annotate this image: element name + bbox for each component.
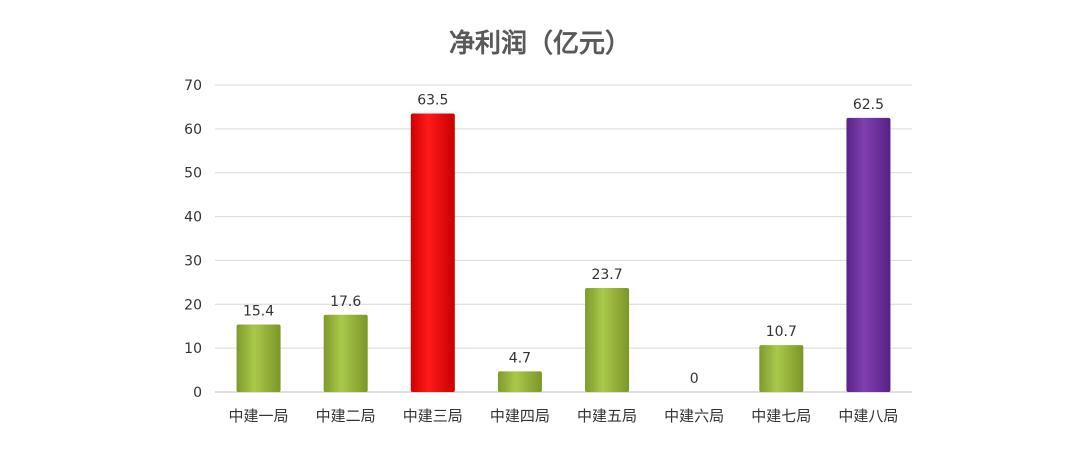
y-tick-label: 60 (184, 122, 202, 138)
data-label: 63.5 (417, 93, 448, 109)
x-tick-label: 中建五局 (577, 407, 637, 425)
bar (585, 288, 630, 392)
y-tick-label: 10 (184, 341, 202, 357)
x-tick-label: 中建一局 (229, 407, 289, 425)
bar (236, 324, 281, 392)
chart-title: 净利润（亿元） (449, 28, 631, 59)
data-label: 0 (690, 371, 699, 387)
x-tick-label: 中建七局 (751, 407, 811, 425)
bar (759, 345, 804, 392)
x-tick-label: 中建三局 (403, 407, 463, 425)
bar (410, 113, 455, 392)
x-tick-label: 中建二局 (316, 407, 376, 425)
x-tick-label: 中建八局 (838, 407, 898, 425)
data-label: 10.7 (766, 324, 797, 340)
data-label: 62.5 (853, 97, 884, 113)
y-tick-label: 0 (193, 385, 202, 401)
y-tick-label: 70 (184, 78, 202, 94)
data-label: 15.4 (243, 303, 274, 319)
y-tick-label: 30 (184, 253, 202, 269)
data-label: 23.7 (591, 267, 622, 283)
data-label: 17.6 (330, 294, 361, 310)
y-tick-label: 50 (184, 166, 202, 182)
data-label: 4.7 (509, 350, 531, 366)
y-tick-label: 20 (184, 297, 202, 313)
bar (846, 117, 891, 393)
x-tick-label: 中建四局 (490, 407, 550, 425)
x-tick-label: 中建六局 (664, 407, 724, 425)
y-tick-label: 40 (184, 210, 202, 226)
bar (323, 314, 368, 392)
bar (497, 371, 542, 392)
